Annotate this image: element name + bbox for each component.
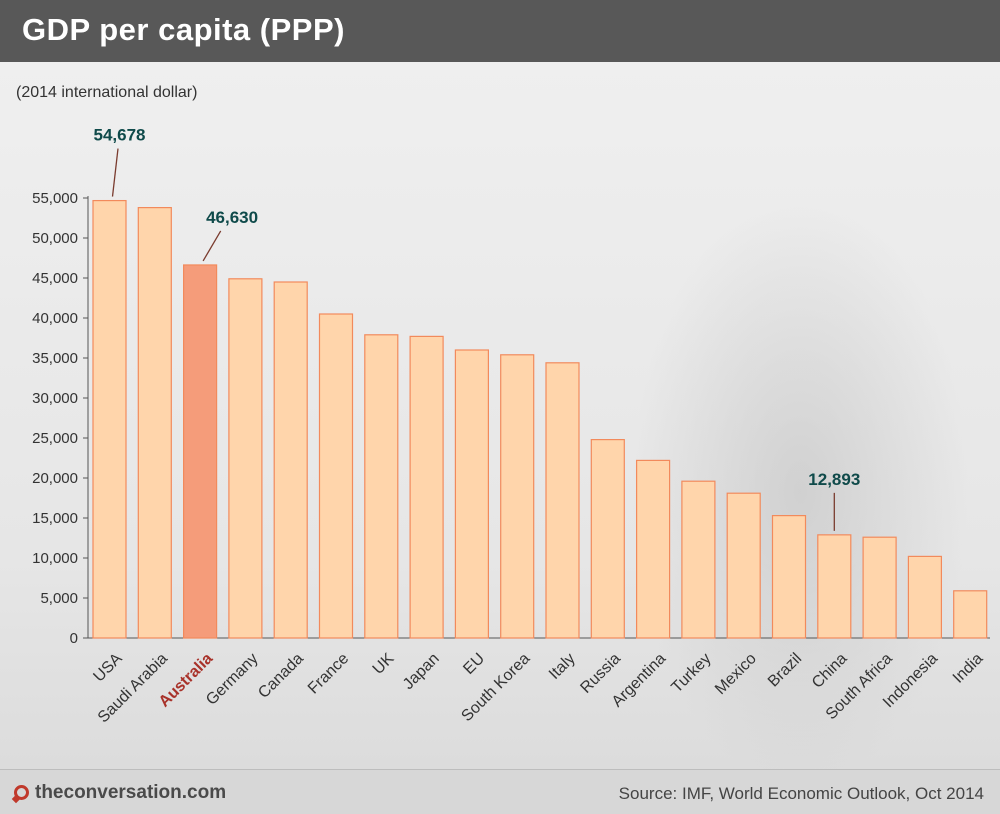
- x-tick-label: Canada: [255, 650, 307, 702]
- y-tick-label: 15,000: [32, 510, 78, 527]
- data-label: 46,630: [206, 208, 258, 227]
- callouts: 54,678 46,630 12,893: [94, 126, 860, 531]
- y-tick-label: 40,000: [32, 310, 78, 327]
- bar: [907, 555, 943, 639]
- bar: [137, 207, 172, 639]
- y-tick-label: 0: [70, 630, 78, 647]
- x-tick-label: China: [809, 650, 851, 692]
- brand-link[interactable]: theconversation.com: [14, 782, 226, 804]
- bar: [409, 335, 444, 639]
- speech-bubble-icon: [14, 785, 29, 800]
- y-tick-label: 55,000: [32, 190, 78, 207]
- bar: [771, 514, 807, 639]
- x-tick-label: India: [950, 650, 987, 687]
- bars: [92, 199, 988, 639]
- bar: [228, 278, 263, 639]
- chart-title: GDP per capita (PPP): [22, 12, 345, 47]
- source-note: Source: IMF, World Economic Outlook, Oct…: [618, 784, 984, 803]
- x-tick-label: Mexico: [712, 650, 760, 698]
- bar: [92, 199, 127, 639]
- y-tick-label: 25,000: [32, 430, 78, 447]
- y-tick-label: 30,000: [32, 390, 78, 407]
- bar: [862, 536, 897, 639]
- bar: [364, 334, 399, 639]
- brand-text: theconversation.com: [35, 782, 227, 803]
- x-tick-label: France: [305, 650, 352, 697]
- bar: [635, 459, 671, 639]
- y-tick-label: 20,000: [32, 470, 78, 487]
- bar: [318, 313, 354, 639]
- bar: [953, 590, 988, 639]
- bar: [454, 349, 489, 639]
- x-tick-label: USA: [90, 650, 126, 686]
- footer: theconversation.com Source: IMF, World E…: [0, 769, 1000, 814]
- data-label: 12,893: [808, 470, 860, 489]
- bar: [183, 264, 218, 639]
- bar: [500, 354, 535, 639]
- y-axis: 0 5,000 10,000 15,000 20,000 25,000 30,000 35,0…: [32, 190, 990, 647]
- x-tick-label: Japan: [400, 650, 443, 693]
- y-tick-label: 10,000: [32, 550, 78, 567]
- bar: [273, 281, 308, 639]
- bar: [590, 439, 625, 639]
- unit-label: (2014 international dollar): [16, 84, 198, 101]
- y-tick-label: 45,000: [32, 270, 78, 287]
- callout-leader: [111, 148, 119, 197]
- x-tick-label: Brazil: [765, 650, 805, 690]
- bar: [817, 534, 852, 639]
- chart-header: GDP per capita (PPP): [0, 0, 1000, 62]
- bar-chart: 0 5,000 10,000 15,000 20,000 25,000 30,000 35,0…: [32, 126, 990, 726]
- data-label: 54,678: [94, 126, 146, 145]
- x-tick-label: EU: [460, 650, 488, 678]
- x-tick-label: Italy: [546, 650, 579, 683]
- y-tick-label: 35,000: [32, 350, 78, 367]
- callout-leader: [202, 230, 222, 262]
- x-tick-label: UK: [370, 650, 398, 678]
- x-tick-label: Turkey: [668, 650, 714, 696]
- bar: [726, 492, 761, 639]
- y-tick-label: 50,000: [32, 230, 78, 247]
- y-tick-label: 5,000: [40, 590, 78, 607]
- bar: [545, 362, 580, 639]
- bar: [681, 480, 716, 639]
